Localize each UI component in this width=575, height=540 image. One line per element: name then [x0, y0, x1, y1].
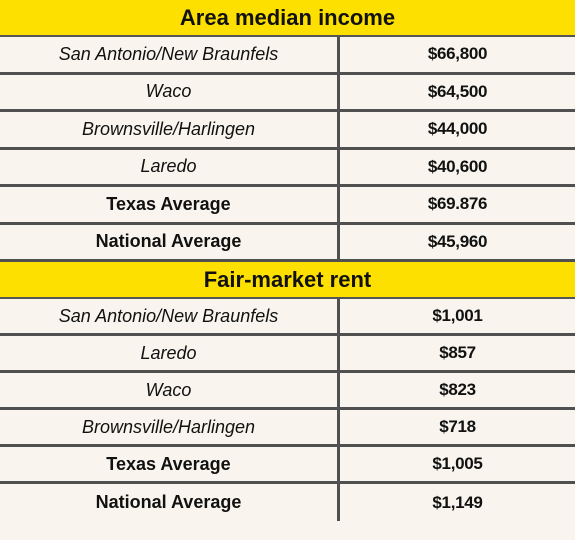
row-label: Laredo	[0, 149, 340, 184]
row-value: $64,500	[427, 81, 488, 101]
row-label: National Average	[0, 224, 340, 259]
table-row: Brownsville/Harlingen $718	[0, 410, 575, 447]
row-label: Texas Average	[0, 187, 340, 222]
row-value: $857	[439, 343, 476, 362]
row-value: $45,960	[427, 231, 488, 251]
income-rows: San Antonio/New Braunfels $66,800 Waco $…	[0, 37, 575, 262]
row-value: $1,001	[432, 306, 483, 325]
table-row: San Antonio/New Braunfels $1,001	[0, 299, 575, 336]
table-row: San Antonio/New Braunfels $66,800	[0, 37, 575, 75]
row-label: Waco	[0, 373, 340, 407]
section-header-income: Area median income	[0, 0, 575, 37]
table-row: Brownsville/Harlingen $44,000	[0, 112, 575, 150]
row-value: $718	[439, 417, 476, 436]
table-row: Laredo $857	[0, 336, 575, 373]
row-label: National Average	[0, 484, 340, 521]
row-value: $66,800	[427, 44, 488, 64]
table-row: Texas Average $69.876	[0, 187, 575, 225]
row-label: Waco	[0, 74, 340, 109]
table-row: National Average $45,960	[0, 224, 575, 262]
table-row: Waco $823	[0, 373, 575, 410]
row-value: $823	[439, 380, 476, 399]
row-label: Brownsville/Harlingen	[0, 112, 340, 147]
row-value: $44,000	[427, 119, 488, 139]
row-value: $1,005	[432, 454, 483, 473]
row-value: $1,149	[432, 492, 483, 512]
row-label: San Antonio/New Braunfels	[0, 37, 340, 72]
table-row: National Average $1,149	[0, 484, 575, 521]
row-label: San Antonio/New Braunfels	[0, 299, 340, 333]
section-header-rent: Fair-market rent	[0, 262, 575, 299]
row-label: Texas Average	[0, 447, 340, 481]
row-value: $40,600	[427, 156, 488, 176]
table-row: Texas Average $1,005	[0, 447, 575, 484]
table-row: Laredo $40,600	[0, 149, 575, 187]
row-label: Laredo	[0, 336, 340, 370]
row-label: Brownsville/Harlingen	[0, 410, 340, 444]
table-row: Waco $64,500	[0, 74, 575, 112]
row-value: $69.876	[427, 194, 488, 214]
rent-rows: San Antonio/New Braunfels $1,001 Laredo …	[0, 299, 575, 521]
